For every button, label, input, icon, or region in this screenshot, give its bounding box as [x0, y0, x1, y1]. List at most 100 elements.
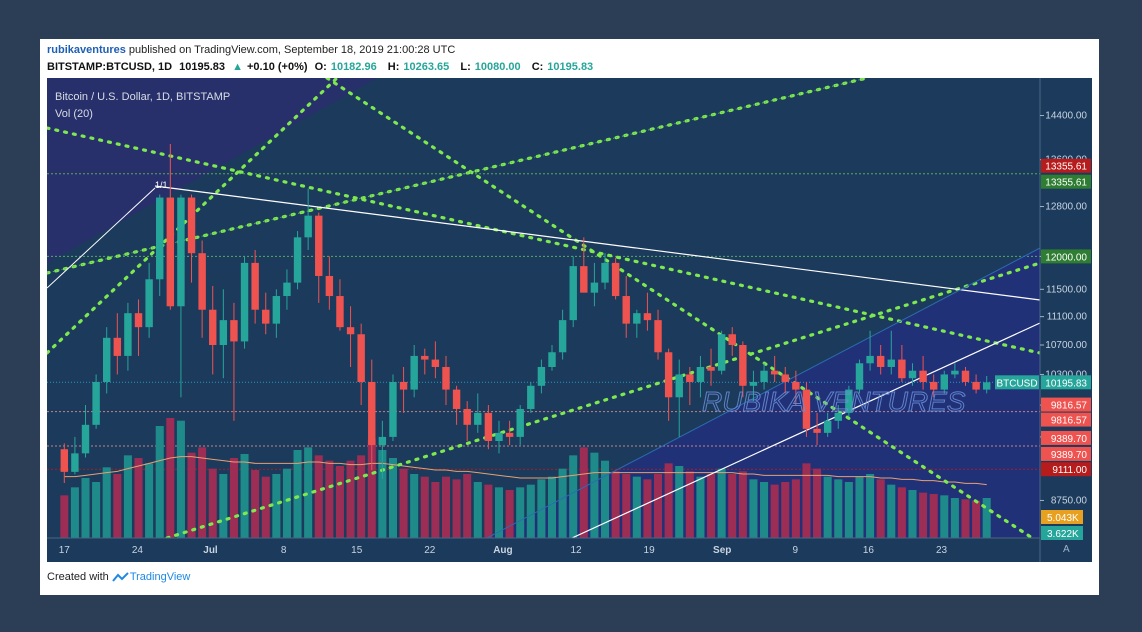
time-tick-label: 9	[793, 545, 799, 556]
candle-body	[569, 266, 577, 321]
volume-bar	[887, 484, 896, 538]
candle-body	[166, 197, 175, 307]
symbol-label: BITSTAMP:BTCUSD, 1D	[47, 61, 173, 73]
volume-bar	[145, 463, 154, 538]
candle	[283, 269, 291, 310]
candle-body	[972, 381, 980, 390]
volume-bar	[643, 479, 652, 538]
price-label-bg	[1041, 412, 1091, 427]
candle-body	[717, 334, 726, 371]
candle-body	[929, 381, 938, 390]
time-tick-label: 19	[644, 545, 656, 556]
price-label-bg	[1041, 249, 1091, 264]
candle-body	[696, 366, 705, 382]
candle-body	[876, 355, 885, 367]
candle	[198, 240, 206, 338]
volume-bar	[240, 454, 249, 538]
candle-body	[707, 366, 715, 371]
volume-bar	[134, 458, 143, 538]
price-label-bg	[1041, 446, 1091, 461]
volume-bar	[505, 490, 514, 538]
candle	[919, 355, 927, 390]
candle	[898, 345, 906, 382]
volume-bar	[399, 468, 408, 538]
volume-bar	[60, 495, 69, 538]
price-label: 13355.61	[1045, 178, 1087, 189]
candle-body	[357, 334, 365, 382]
candle-body	[156, 197, 164, 280]
candle	[357, 323, 365, 406]
price-axis[interactable]	[1040, 78, 1092, 562]
time-tick-label: 24	[132, 545, 144, 556]
tradingview-logo-icon	[112, 572, 129, 582]
candle-body	[802, 389, 811, 429]
price-chart[interactable]: RUBIKA VENTURES Bitcoin / U.S. Dollar, 1…	[47, 78, 1092, 562]
candle	[548, 345, 556, 371]
candle	[431, 341, 440, 379]
candle	[102, 327, 111, 394]
candle	[845, 385, 853, 417]
candle	[654, 309, 662, 360]
volume-bar	[707, 474, 716, 538]
volume-bar	[547, 476, 557, 538]
axis-auto-icon[interactable]: A	[1063, 544, 1070, 555]
candle-body	[982, 382, 991, 390]
volume-bar	[357, 455, 366, 538]
candle-body	[251, 262, 259, 310]
candle	[166, 143, 175, 310]
candle	[177, 194, 185, 398]
volume-bar	[972, 500, 981, 538]
time-tick-label: 22	[424, 545, 436, 556]
candle-body	[834, 412, 842, 421]
volume-bar	[367, 439, 376, 538]
candle	[569, 256, 577, 328]
candle-body	[527, 385, 535, 409]
volume-bar	[516, 487, 525, 538]
candle	[495, 420, 503, 454]
candle-body	[866, 355, 874, 364]
volume-bar	[113, 474, 122, 538]
candle	[399, 366, 408, 413]
tradingview-brand[interactable]: TradingView	[129, 571, 191, 583]
candle-body	[421, 355, 429, 360]
candle-body	[378, 436, 387, 446]
candle-body	[548, 352, 556, 367]
volume-bar	[813, 468, 822, 538]
candle	[792, 370, 800, 406]
candle	[346, 306, 355, 367]
candle-body	[558, 320, 567, 353]
volume-bar	[70, 487, 79, 538]
volume-bar	[844, 482, 853, 538]
price-label: 9389.70	[1051, 450, 1088, 461]
time-axis[interactable]	[47, 538, 1040, 562]
candle	[855, 359, 864, 394]
volume-bar	[940, 495, 949, 538]
volume-bar	[208, 468, 217, 538]
volume-bar	[653, 474, 663, 538]
candle	[92, 374, 100, 429]
volume-bar	[102, 467, 111, 538]
low-value: L: 10080.00	[460, 61, 521, 73]
author-link[interactable]: rubikaventures	[47, 44, 126, 56]
candle	[124, 302, 132, 371]
candle	[452, 385, 461, 425]
time-tick-label: 8	[281, 545, 287, 556]
candle-body	[315, 215, 323, 276]
volume-bar	[293, 450, 302, 538]
candle	[293, 231, 302, 290]
candle	[71, 436, 79, 475]
candle-body	[442, 366, 450, 390]
volume-bar	[420, 476, 429, 538]
candle	[240, 256, 249, 349]
candle	[580, 237, 588, 293]
candle	[474, 393, 482, 433]
close-value: C: 10195.83	[531, 61, 594, 73]
candle-body	[484, 412, 493, 441]
candle-body	[505, 432, 514, 437]
candle-body	[739, 345, 747, 386]
candle-body	[389, 381, 397, 437]
candle	[675, 359, 683, 437]
candle-body	[940, 374, 949, 390]
publish-line: rubikaventures published on TradingView.…	[47, 44, 455, 56]
volume-bar	[802, 463, 811, 538]
